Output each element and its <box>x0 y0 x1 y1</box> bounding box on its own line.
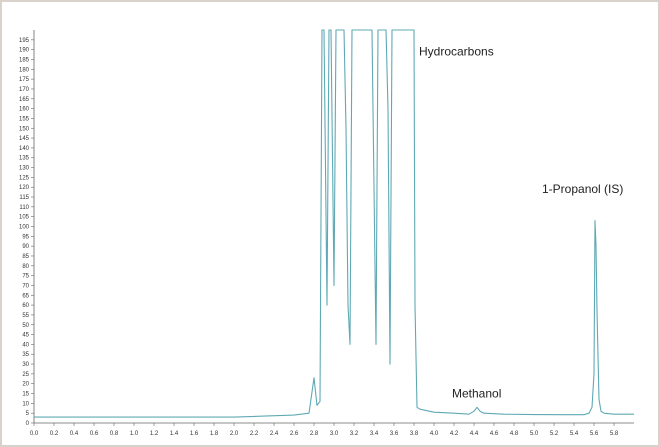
y-tick-label: 85 <box>22 254 29 260</box>
y-tick-label: 70 <box>22 283 29 289</box>
y-axis-ticks: 0 5 10 15 20 25 30 35 40 45 50 55 60 65 70 75 80 85 90 95 10… <box>19 38 34 427</box>
x-tick-label: 0.4 <box>70 431 79 437</box>
x-tick-label: 4.8 <box>510 431 519 437</box>
x-tick-label: 2.4 <box>270 431 279 437</box>
x-tick-label: 5.4 <box>570 431 579 437</box>
y-tick-label: 45 <box>22 333 29 339</box>
chromatogram-trace <box>34 29 634 418</box>
y-tick-label: 95 <box>22 234 29 240</box>
x-tick-label: 3.8 <box>410 431 419 437</box>
peak-annotation: Hydrocarbons <box>419 45 494 59</box>
x-tick-label: 0.0 <box>30 431 39 437</box>
x-tick-label: 4.4 <box>470 431 479 437</box>
y-tick-label: 50 <box>22 323 29 329</box>
x-tick-label: 4.0 <box>430 431 439 437</box>
y-tick-label: 165 <box>19 97 30 103</box>
x-tick-label: 0.6 <box>90 431 99 437</box>
y-tick-label: 190 <box>19 48 30 54</box>
y-tick-label: 170 <box>19 87 30 93</box>
peak-annotation: Methanol <box>452 386 501 400</box>
peak-annotation: 1-Propanol (IS) <box>542 182 623 196</box>
x-tick-label: 5.8 <box>610 431 619 437</box>
y-tick-label: 120 <box>19 185 30 191</box>
y-tick-label: 155 <box>19 116 30 122</box>
x-tick-label: 0.2 <box>50 431 59 437</box>
y-tick-label: 10 <box>22 401 29 407</box>
x-tick-label: 1.8 <box>210 431 219 437</box>
x-tick-label: 3.4 <box>370 431 379 437</box>
x-tick-label: 0.8 <box>110 431 119 437</box>
y-tick-label: 60 <box>22 303 29 309</box>
x-tick-label: 2.0 <box>230 431 239 437</box>
y-tick-label: 40 <box>22 342 29 348</box>
y-tick-label: 145 <box>19 136 30 142</box>
y-tick-label: 175 <box>19 77 30 83</box>
x-tick-label: 2.6 <box>290 431 299 437</box>
x-tick-label: 1.0 <box>130 431 139 437</box>
x-tick-label: 2.8 <box>310 431 319 437</box>
y-tick-label: 90 <box>22 244 29 250</box>
x-tick-label: 5.2 <box>550 431 559 437</box>
x-tick-label: 5.0 <box>530 431 539 437</box>
y-tick-label: 75 <box>22 274 29 280</box>
y-tick-label: 125 <box>19 175 30 181</box>
y-tick-label: 150 <box>19 126 30 132</box>
x-axis-ticks: 0.0 0.2 0.4 0.6 0.8 1.0 1.2 1.4 1.6 1.8 2.0 2.2 2.4 2… <box>30 423 619 437</box>
y-tick-label: 5 <box>26 411 30 417</box>
y-tick-label: 100 <box>19 225 30 231</box>
y-tick-label: 115 <box>19 195 29 201</box>
x-tick-label: 4.6 <box>490 431 499 437</box>
x-tick-label: 1.6 <box>190 431 199 437</box>
y-tick-label: 20 <box>22 382 29 388</box>
y-tick-label: 185 <box>19 57 30 63</box>
y-tick-label: 180 <box>19 67 30 73</box>
x-tick-label: 1.2 <box>150 431 159 437</box>
y-tick-label: 80 <box>22 264 29 270</box>
y-tick-label: 55 <box>22 313 29 319</box>
y-tick-label: 140 <box>19 146 30 152</box>
y-tick-label: 65 <box>22 293 29 299</box>
y-tick-label: 105 <box>19 215 30 221</box>
y-tick-label: 15 <box>22 392 29 398</box>
x-tick-label: 5.6 <box>590 431 599 437</box>
y-tick-label: 0 <box>26 421 30 427</box>
y-tick-label: 110 <box>19 205 29 211</box>
x-tick-label: 4.2 <box>450 431 459 437</box>
x-tick-label: 2.2 <box>250 431 259 437</box>
y-tick-label: 135 <box>19 156 30 162</box>
y-tick-label: 25 <box>22 372 29 378</box>
y-tick-label: 160 <box>19 107 30 113</box>
x-tick-label: 3.6 <box>390 431 399 437</box>
x-tick-label: 3.0 <box>330 431 339 437</box>
peak-annotations: Hydrocarbons 1-Propanol (IS) Methanol <box>419 45 623 401</box>
y-tick-label: 130 <box>19 166 30 172</box>
y-tick-label: 30 <box>22 362 29 368</box>
y-tick-label: 35 <box>22 352 29 358</box>
x-tick-label: 3.2 <box>350 431 359 437</box>
x-tick-label: 1.4 <box>170 431 179 437</box>
y-tick-label: 195 <box>19 38 30 44</box>
